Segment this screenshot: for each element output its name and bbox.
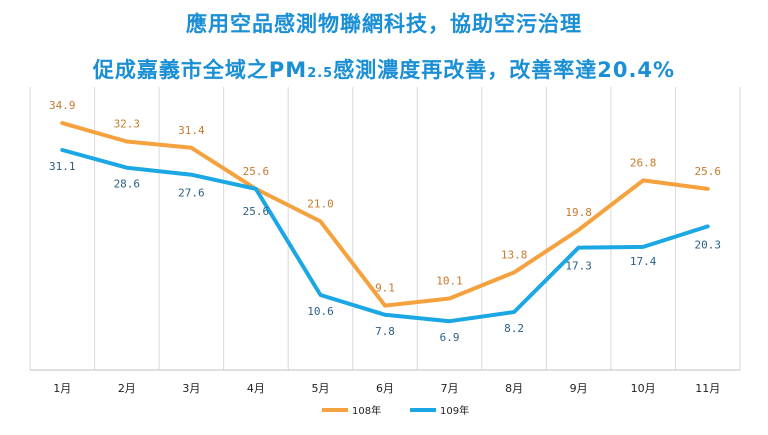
data-label: 10.6 — [307, 305, 334, 318]
data-label: 26.8 — [630, 156, 657, 169]
data-label: 17.3 — [565, 260, 592, 273]
data-label: 31.4 — [178, 124, 205, 137]
series-line-0 — [60, 121, 710, 308]
x-tick-label: 2月 — [118, 382, 136, 395]
legend: 108年 109年 — [322, 404, 469, 417]
x-tick-label: 9月 — [570, 382, 588, 395]
title-line2-prefix: 促成嘉義市全域之PM — [92, 58, 308, 82]
x-tick-label: 1月 — [53, 382, 71, 395]
data-label: 34.9 — [49, 99, 76, 112]
data-label: 27.6 — [178, 187, 205, 200]
data-label: 6.9 — [440, 331, 460, 344]
data-label: 25.6 — [243, 205, 270, 218]
title-line2-suffix: 感測濃度再改善，改善率達20.4% — [333, 58, 676, 82]
data-label: 9.1 — [375, 282, 395, 295]
data-label: 28.6 — [114, 178, 141, 191]
x-tick-label: 5月 — [311, 382, 329, 395]
series-line-1 — [60, 148, 710, 324]
data-label: 7.8 — [375, 325, 395, 338]
data-label: 31.1 — [49, 160, 76, 173]
legend-label: 108年 — [352, 404, 381, 417]
data-label: 25.6 — [694, 165, 721, 178]
x-tick-label: 10月 — [631, 382, 656, 395]
x-tick-label: 4月 — [247, 382, 265, 395]
x-tick-label: 6月 — [376, 382, 394, 395]
vertical-gridlines — [29, 87, 741, 371]
data-label: 8.2 — [504, 322, 524, 335]
data-label: 20.3 — [694, 238, 721, 251]
x-tick-label: 7月 — [441, 382, 459, 395]
chart-title-line2: 促成嘉義市全域之PM2.5感測濃度再改善，改善率達20.4% — [0, 54, 768, 84]
data-label: 21.0 — [307, 197, 334, 210]
data-label: 32.3 — [114, 117, 141, 130]
data-label: 17.4 — [630, 255, 657, 268]
legend-label: 109年 — [440, 404, 469, 417]
data-labels: 34.9 32.3 31.4 25.6 21.0 9.1 10.1 13.8 19.8 26.8 2… — [49, 99, 721, 344]
data-label: 25.6 — [243, 165, 270, 178]
x-tick-label: 3月 — [182, 382, 200, 395]
data-label: 10.1 — [436, 275, 463, 288]
data-label: 19.8 — [565, 206, 592, 219]
pm25-subscript: 2.5 — [307, 66, 334, 81]
x-axis: 1月 2月 3月 4月 5月 6月 7月 8月 9月 10月 11月 — [53, 382, 720, 395]
x-tick-label: 11月 — [695, 382, 720, 395]
series-lines — [60, 121, 710, 324]
data-label: 13.8 — [501, 248, 528, 261]
x-tick-label: 8月 — [505, 382, 523, 395]
chart-title-line1: 應用空品感測物聯網科技，協助空污治理 — [186, 12, 582, 36]
